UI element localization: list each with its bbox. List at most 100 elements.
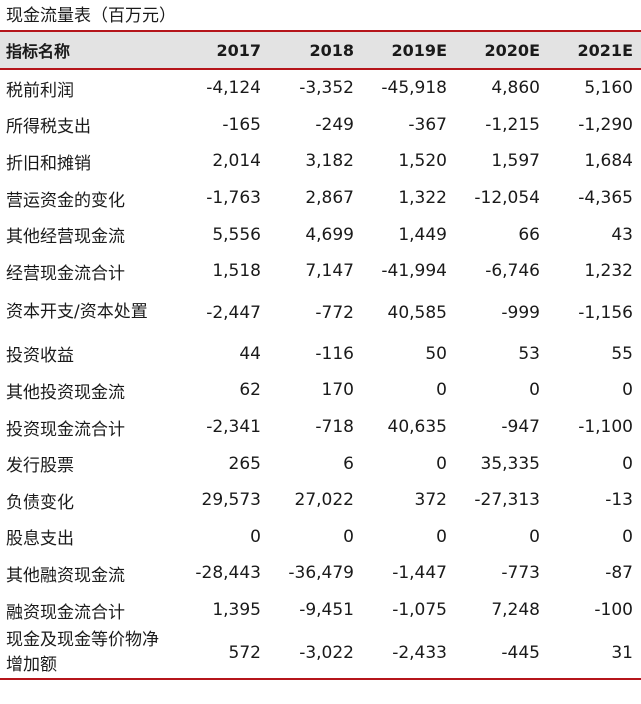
row-value: -1,290 <box>578 114 633 135</box>
row-value: -41,994 <box>381 261 447 282</box>
row-label: 其他投资现金流 <box>6 382 125 403</box>
row-value: 1,520 <box>398 151 447 172</box>
row-value: -1,215 <box>485 114 540 135</box>
row-label: 其他融资现金流 <box>6 565 125 586</box>
row-value: -249 <box>315 114 354 135</box>
row-label: 税前利润 <box>6 80 74 101</box>
row-value: 7,248 <box>491 600 540 621</box>
row-value: -45,918 <box>381 78 447 99</box>
row-value: 0 <box>250 526 261 547</box>
row-value: 40,635 <box>387 417 447 438</box>
row-value: 0 <box>343 526 354 547</box>
row-value: -28,443 <box>195 563 261 584</box>
row-value: 0 <box>622 526 633 547</box>
row-label: 负债变化 <box>6 492 74 513</box>
row-value: 40,585 <box>387 302 447 323</box>
row-value: -116 <box>315 343 354 364</box>
row-value: -773 <box>501 563 540 584</box>
row-value: 265 <box>228 453 261 474</box>
row-value: -6,746 <box>485 261 540 282</box>
row-value: 0 <box>529 380 540 401</box>
row-value: -1,447 <box>392 563 447 584</box>
row-value: -2,447 <box>206 302 261 323</box>
row-value: -1,075 <box>392 600 447 621</box>
row-value: 4,699 <box>305 224 354 245</box>
table-row: 现金及现金等价物净增加额 572 -3,022 -2,433 -445 31 <box>0 628 641 681</box>
row-value: 0 <box>529 526 540 547</box>
row-value: -2,433 <box>362 628 455 681</box>
row-value: -772 <box>315 302 354 323</box>
table-row: 所得税支出 -165 -249 -367 -1,215 -1,290 <box>0 107 641 144</box>
row-value: -947 <box>501 417 540 438</box>
row-value: -718 <box>315 417 354 438</box>
row-value: -165 <box>222 114 261 135</box>
table-row: 营运资金的变化 -1,763 2,867 1,322 -12,054 -4,365 <box>0 180 641 217</box>
row-value: 1,395 <box>212 600 261 621</box>
row-value: 0 <box>436 526 447 547</box>
table-row: 折旧和摊销 2,014 3,182 1,520 1,597 1,684 <box>0 143 641 180</box>
row-value: 1,449 <box>398 224 447 245</box>
table-row: 负债变化 29,573 27,022 372 -27,313 -13 <box>0 482 641 519</box>
header-year: 2017 <box>176 30 269 70</box>
header-year: 2018 <box>269 30 362 70</box>
row-value: 29,573 <box>201 490 261 511</box>
row-value: -999 <box>501 302 540 323</box>
row-value: 3,182 <box>305 151 354 172</box>
row-value: -3,352 <box>299 78 354 99</box>
row-value: 0 <box>436 380 447 401</box>
row-value: -4,124 <box>206 78 261 99</box>
row-value: -1,100 <box>578 417 633 438</box>
row-value: -36,479 <box>288 563 354 584</box>
row-label: 折旧和摊销 <box>6 153 91 174</box>
table-row: 资本开支/资本处置 -2,447 -772 40,585 -999 -1,156 <box>0 290 641 336</box>
row-label: 经营现金流合计 <box>6 263 125 284</box>
row-value: -4,365 <box>578 188 633 209</box>
table-row: 投资收益 44 -116 50 53 55 <box>0 336 641 373</box>
row-value: 2,014 <box>212 151 261 172</box>
row-value: -2,341 <box>206 417 261 438</box>
row-value: 4,860 <box>491 78 540 99</box>
row-value: 1,322 <box>398 188 447 209</box>
header-year: 2019E <box>362 30 455 70</box>
table-row: 发行股票 265 6 0 35,335 0 <box>0 445 641 482</box>
row-value: 31 <box>548 628 641 681</box>
cash-flow-table: 指标名称 2017 2018 2019E 2020E 2021E 税前利润 -4,… <box>0 30 641 681</box>
table-row: 其他经营现金流 5,556 4,699 1,449 66 43 <box>0 216 641 253</box>
row-value: -3,022 <box>269 628 362 681</box>
table-row: 股息支出 0 0 0 0 0 <box>0 519 641 556</box>
table-row: 税前利润 -4,124 -3,352 -45,918 4,860 5,160 <box>0 69 641 107</box>
row-value: -445 <box>455 628 548 681</box>
row-value: 170 <box>321 380 354 401</box>
row-value: -1,763 <box>206 188 261 209</box>
row-value: 0 <box>622 380 633 401</box>
header-year: 2021E <box>548 30 641 70</box>
row-value: -367 <box>408 114 447 135</box>
row-value: 1,232 <box>584 261 633 282</box>
row-label: 发行股票 <box>6 456 74 477</box>
header-label: 指标名称 <box>0 30 176 70</box>
row-value: -1,156 <box>578 302 633 323</box>
row-value: 6 <box>343 453 354 474</box>
row-value: 7,147 <box>305 261 354 282</box>
table-row: 融资现金流合计 1,395 -9,451 -1,075 7,248 -100 <box>0 592 641 629</box>
table-row: 其他融资现金流 -28,443 -36,479 -1,447 -773 -87 <box>0 555 641 592</box>
row-value: 62 <box>239 380 261 401</box>
table-row: 经营现金流合计 1,518 7,147 -41,994 -6,746 1,232 <box>0 253 641 290</box>
row-label: 营运资金的变化 <box>6 190 125 211</box>
row-label: 现金及现金等价物净增加额 <box>0 628 176 681</box>
header-row: 指标名称 2017 2018 2019E 2020E 2021E <box>0 30 641 70</box>
row-label: 资本开支/资本处置 <box>6 302 148 323</box>
row-value: 1,684 <box>584 151 633 172</box>
row-label: 其他经营现金流 <box>6 227 125 248</box>
row-value: 53 <box>518 343 540 364</box>
row-value: -12,054 <box>474 188 540 209</box>
row-value: 0 <box>436 453 447 474</box>
row-label: 融资现金流合计 <box>6 602 125 623</box>
row-value: 50 <box>425 343 447 364</box>
row-value: -13 <box>605 490 633 511</box>
row-label: 投资现金流合计 <box>6 419 125 440</box>
table-title: 现金流量表（百万元） <box>6 6 176 26</box>
header-year: 2020E <box>455 30 548 70</box>
row-value: 572 <box>176 628 269 681</box>
row-value: 1,518 <box>212 261 261 282</box>
